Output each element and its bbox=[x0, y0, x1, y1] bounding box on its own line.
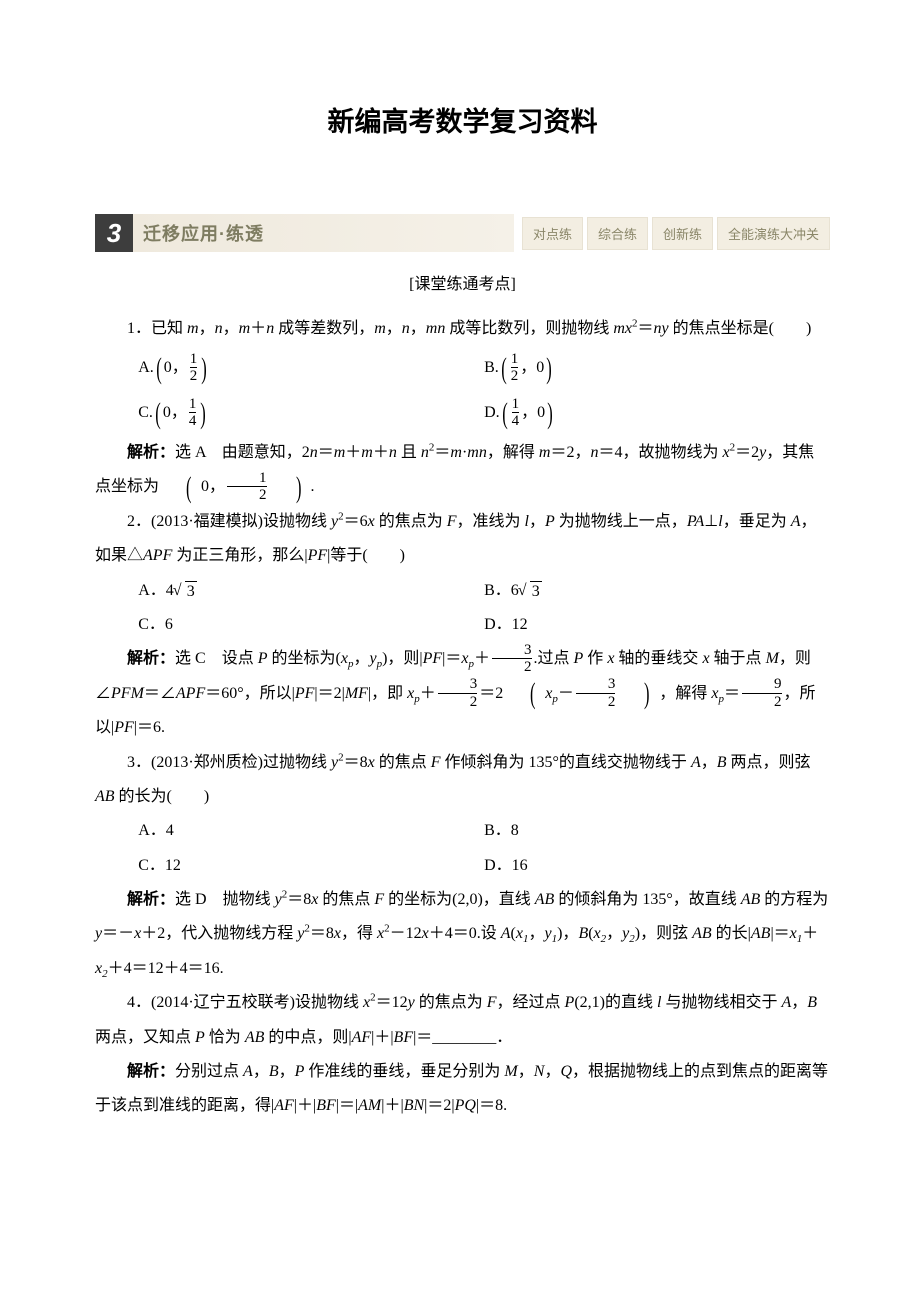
q1-options-row2: C.(0，14) D.(14，0) bbox=[95, 391, 830, 436]
section-number: 3 bbox=[95, 214, 133, 252]
q2-options-row2: C．6 D．12 bbox=[95, 608, 830, 642]
q2-stem: 2．(2013·福建模拟)设抛物线 y2＝6x 的焦点为 F，准线为 l，P 为… bbox=[95, 505, 830, 574]
tab-comprehensive[interactable]: 综合练 bbox=[587, 217, 648, 250]
tab-buttons: 对点练 综合练 创新练 全能演练大冲关 bbox=[514, 214, 830, 252]
q1-explanation: 解析：选 A 由题意知，2n＝m＋m＋n 且 n2＝m·mn，解得 m＝2，n＝… bbox=[95, 436, 830, 505]
q1-option-d: D.(14，0) bbox=[484, 391, 830, 436]
tab-innovation[interactable]: 创新练 bbox=[652, 217, 713, 250]
q3-option-c: C．12 bbox=[138, 849, 484, 883]
q2-option-c: C．6 bbox=[138, 608, 484, 642]
section-name: 迁移应用·练透 bbox=[133, 214, 514, 252]
q3-explanation: 解析：选 D 抛物线 y2＝8x 的焦点 F 的坐标为(2,0)，直线 AB 的… bbox=[95, 883, 830, 986]
q2-option-d: D．12 bbox=[484, 608, 830, 642]
subsection-label: [课堂练通考点] bbox=[95, 270, 830, 294]
q1-stem: 1．已知 m，n，m＋n 成等差数列，m，n，mn 成等比数列，则抛物线 mx2… bbox=[95, 312, 830, 346]
tab-drill[interactable]: 全能演练大冲关 bbox=[717, 217, 830, 250]
q2-options-row1: A．43 B．63 bbox=[95, 574, 830, 608]
q1-options-row1: A.(0，12) B.(12，0) bbox=[95, 346, 830, 391]
q1-option-a: A.(0，12) bbox=[138, 346, 484, 391]
content-body: 1．已知 m，n，m＋n 成等差数列，m，n，mn 成等比数列，则抛物线 mx2… bbox=[95, 312, 830, 1124]
q1-option-b: B.(12，0) bbox=[484, 346, 830, 391]
q2-option-b: B．63 bbox=[484, 574, 830, 608]
q4-stem: 4．(2014·辽宁五校联考)设抛物线 x2＝12y 的焦点为 F，经过点 P(… bbox=[95, 986, 830, 1055]
q3-options-row1: A．4 B．8 bbox=[95, 814, 830, 848]
q3-stem: 3．(2013·郑州质检)过抛物线 y2＝8x 的焦点 F 作倾斜角为 135°… bbox=[95, 746, 830, 815]
q3-option-a: A．4 bbox=[138, 814, 484, 848]
tab-pointwise[interactable]: 对点练 bbox=[522, 217, 583, 250]
section-header: 3 迁移应用·练透 对点练 综合练 创新练 全能演练大冲关 bbox=[95, 214, 830, 252]
q3-option-b: B．8 bbox=[484, 814, 830, 848]
q3-option-d: D．16 bbox=[484, 849, 830, 883]
q1-option-c: C.(0，14) bbox=[138, 391, 484, 436]
q2-explanation: 解析：选 C 设点 P 的坐标为(xp，yp)，则|PF|＝xp＋32.过点 P… bbox=[95, 642, 830, 745]
page-title: 新编高考数学复习资料 bbox=[95, 100, 830, 139]
q2-option-a: A．43 bbox=[138, 574, 484, 608]
q3-options-row2: C．12 D．16 bbox=[95, 849, 830, 883]
q4-explanation: 解析：分别过点 A，B，P 作准线的垂线，垂足分别为 M，N，Q，根据抛物线上的… bbox=[95, 1055, 830, 1124]
